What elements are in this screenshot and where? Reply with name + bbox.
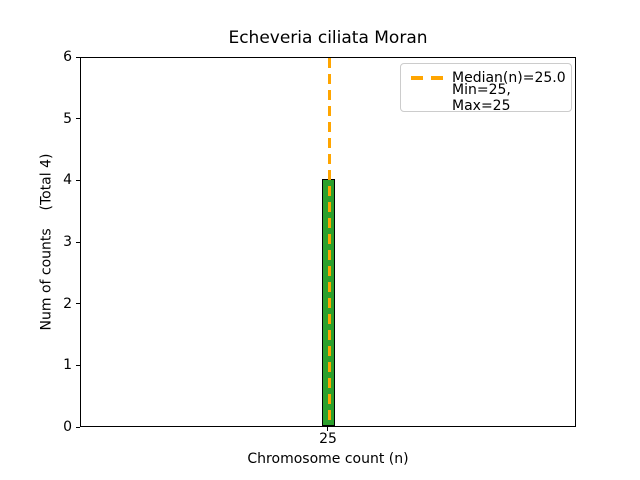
orange-dashed-line-icon [411, 76, 443, 80]
plot-area: Median(n)=25.0 Min=25, Max=25 [80, 57, 576, 427]
y-tick-mark [76, 426, 80, 428]
y-tick-mark [76, 56, 80, 58]
y-tick-mark [76, 303, 80, 305]
y-tick-label: 1 [63, 357, 72, 374]
legend-row-minmax: Min=25, Max=25 [452, 82, 563, 114]
y-tick-label: 0 [63, 419, 72, 435]
x-axis-label: Chromosome count (n) [247, 451, 409, 467]
chart-title: Echeveria ciliata Moran [228, 28, 428, 48]
x-tick-label: 25 [319, 431, 337, 447]
x-tick-mark [327, 427, 328, 431]
y-tick-label: 3 [63, 234, 72, 250]
legend: Median(n)=25.0 Min=25, Max=25 [400, 63, 572, 114]
y-tick-mark [76, 118, 80, 120]
y-tick-label: 4 [63, 172, 72, 189]
y-tick-mark [76, 179, 80, 181]
legend-row-median: Median(n)=25.0 [411, 68, 566, 88]
legend-label-minmax: Min=25, Max=25 [452, 82, 511, 114]
y-tick-mark [76, 364, 80, 366]
y-tick-mark [76, 241, 80, 243]
median-line [327, 58, 331, 426]
y-tick-label: 5 [63, 110, 72, 127]
y-tick-label: 2 [63, 295, 72, 312]
y-tick-label: 6 [63, 49, 72, 65]
legend-label-median: Median(n)=25.0 [452, 70, 566, 86]
